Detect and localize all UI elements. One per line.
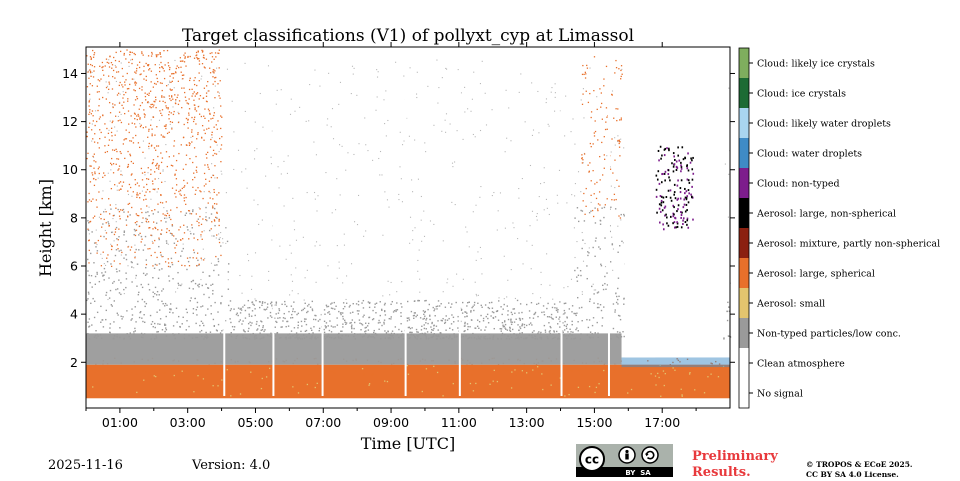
- x-tick-label: 01:00: [102, 415, 138, 430]
- colorbar-label: Cloud: non-typed: [757, 179, 840, 190]
- classification-heatmap: [86, 47, 732, 408]
- x-tick-label: 05:00: [237, 415, 273, 430]
- colorbar-label: Cloud: likely water droplets: [757, 119, 891, 130]
- colorbar-label: Aerosol: small: [756, 299, 825, 310]
- preliminary-line-2: Results.: [692, 465, 751, 480]
- svg-text:cc: cc: [585, 453, 599, 467]
- colorbar-swatch: [739, 318, 749, 348]
- sa-icon: [641, 446, 659, 464]
- colorbar-swatch: [739, 348, 749, 378]
- colorbar-label: Cloud: likely ice crystals: [757, 59, 875, 70]
- cc-license-badge: cc BY SA: [576, 444, 673, 477]
- y-tick-label: 10: [62, 162, 78, 177]
- version-label: Version: 4.0: [192, 458, 271, 473]
- colorbar-label: Clean atmosphere: [757, 359, 845, 370]
- data-gap: [272, 47, 275, 396]
- y-tick-label: 4: [70, 307, 78, 322]
- colorbar-label: Aerosol: large, non-spherical: [756, 209, 896, 220]
- copyright-notice: © TROPOS & ECoE 2025. CC BY SA 4.0 Licen…: [806, 460, 913, 480]
- colorbar-swatch: [739, 48, 749, 78]
- colorbar-label: Aerosol: large, spherical: [756, 269, 875, 280]
- y-axis: 2 4 6 8 10 12 14: [62, 66, 735, 370]
- layer-aerosol-large-spherical: [86, 357, 730, 399]
- colorbar-swatch: [739, 198, 749, 228]
- chart-title: Target classifications (V1) of pollyxt_c…: [182, 26, 634, 46]
- data-gap: [321, 47, 324, 396]
- data-gap: [607, 47, 610, 396]
- x-tick-label: 09:00: [373, 415, 409, 430]
- x-axis-label: Time [UTC]: [361, 434, 455, 453]
- data-gap: [404, 47, 407, 396]
- plot-area: [85, 46, 732, 409]
- colorbar-label: Cloud: ice crystals: [757, 89, 846, 100]
- copyright-line-1: © TROPOS & ECoE 2025.: [806, 460, 913, 469]
- layer-aerosol-large-spherical: [86, 49, 623, 268]
- y-tick-label: 8: [70, 210, 78, 225]
- cc-icon: cc: [579, 446, 605, 472]
- x-axis: 01:00 03:00 05:00 07:00 09:00 11:00 13:00 15:00…: [85, 42, 697, 430]
- colorbar-swatch: [739, 168, 749, 198]
- colorbar-swatch: [739, 228, 749, 258]
- y-tick-label: 12: [62, 114, 78, 129]
- no-signal-base: [86, 398, 730, 408]
- colorbar-legend: No signal Clean atmosphere Non-typed parti…: [738, 47, 940, 409]
- data-gap: [223, 47, 226, 396]
- colorbar-label: Cloud: water droplets: [757, 149, 862, 160]
- colorbar-swatch: [739, 108, 749, 138]
- date-label: 2025-11-16: [48, 458, 123, 473]
- colorbar-swatch: [739, 78, 749, 108]
- x-tick-label: 13:00: [509, 415, 545, 430]
- layer-non-typed-particles-low-conc-: [86, 59, 732, 365]
- data-gap: [560, 47, 563, 396]
- colorbar-swatch: [739, 258, 749, 288]
- colorbar-frame: [738, 47, 750, 409]
- colorbar-label: Non-typed particles/low conc.: [757, 329, 901, 340]
- colorbar-label: No signal: [757, 389, 803, 400]
- x-tick-label: 17:00: [644, 415, 680, 430]
- layer-cloud-water-droplets: [621, 357, 730, 368]
- colorbar-label: Aerosol: mixture, partly non-spherical: [756, 239, 940, 250]
- colorbar-swatch: [739, 288, 749, 318]
- plot-frame: [85, 46, 731, 409]
- preliminary-line-1: Preliminary: [692, 449, 778, 464]
- no-signal-block: [624, 49, 656, 358]
- data-gaps: [86, 47, 730, 408]
- y-tick-label: 6: [70, 259, 78, 274]
- x-tick-label: 11:00: [441, 415, 477, 430]
- copyright-line-2: CC BY SA 4.0 License.: [806, 470, 899, 479]
- data-gap: [458, 47, 461, 396]
- colorbar-swatch: [739, 378, 749, 408]
- colorbar-swatch: [739, 138, 749, 168]
- y-tick-label: 14: [62, 66, 78, 81]
- layer-cloud-non-typed: [655, 145, 695, 231]
- by-icon: [618, 446, 636, 464]
- license-badge-text: BY SA: [625, 469, 651, 477]
- x-tick-label: 03:00: [170, 415, 206, 430]
- y-tick-label: 2: [70, 355, 78, 370]
- y-axis-label: Height [km]: [36, 179, 55, 277]
- x-tick-label: 15:00: [576, 415, 612, 430]
- x-tick-label: 07:00: [305, 415, 341, 430]
- preliminary-notice: Preliminary Results.: [692, 449, 778, 481]
